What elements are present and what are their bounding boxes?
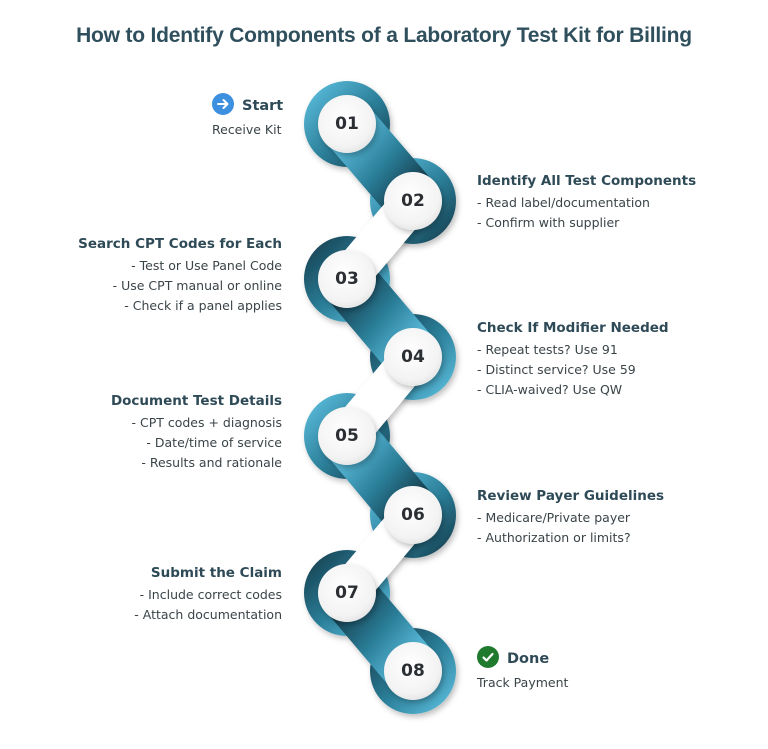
step-line: - Check if a panel applies bbox=[124, 298, 282, 313]
start-sub: Receive Kit bbox=[212, 122, 282, 137]
step-line: - Repeat tests? Use 91 bbox=[477, 342, 618, 357]
step-line: - Use CPT manual or online bbox=[112, 278, 282, 293]
step-heading: Document Test Details bbox=[110, 393, 282, 409]
step-line: - CPT codes + diagnosis bbox=[131, 415, 282, 430]
start-label-block: Start Receive Kit bbox=[212, 93, 284, 140]
step-node-05: 05 bbox=[335, 426, 359, 446]
step-heading: Search CPT Codes for Each bbox=[78, 236, 282, 252]
step-line: - Confirm with supplier bbox=[477, 215, 620, 230]
step-node-08: 08 bbox=[401, 661, 425, 681]
step-line: - Medicare/Private payer bbox=[477, 510, 631, 525]
step-line: - Date/time of service bbox=[146, 435, 282, 450]
step-heading: Check If Modifier Needed bbox=[477, 320, 669, 336]
step-05-text: Document Test Details - CPT codes + diag… bbox=[111, 393, 282, 473]
step-node-06: 06 bbox=[401, 505, 425, 525]
step-heading: Identify All Test Components bbox=[477, 173, 697, 189]
step-node-04: 04 bbox=[401, 347, 425, 367]
step-line: - Include correct codes bbox=[139, 587, 282, 602]
step-line: - Attach documentation bbox=[134, 607, 282, 622]
step-07-text: Submit the Claim - Include correct codes… bbox=[134, 565, 282, 625]
step-line: - Distinct service? Use 59 bbox=[477, 362, 636, 377]
step-node-01: 01 bbox=[335, 114, 359, 134]
step-03-text: Search CPT Codes for Each - Test or Use … bbox=[78, 236, 282, 316]
start-label: Start bbox=[242, 98, 284, 114]
step-node-02: 02 bbox=[401, 191, 425, 211]
check-icon bbox=[477, 646, 499, 668]
done-label-block: Done Track Payment bbox=[477, 646, 569, 693]
done-label: Done bbox=[507, 651, 550, 667]
step-node-03: 03 bbox=[335, 269, 359, 289]
step-04-text: Check If Modifier Needed - Repeat tests?… bbox=[477, 320, 669, 400]
step-line: - CLIA-waived? Use QW bbox=[477, 382, 623, 397]
done-sub: Track Payment bbox=[477, 675, 569, 690]
page-title: How to Identify Components of a Laborato… bbox=[76, 24, 692, 47]
step-node-07: 07 bbox=[335, 583, 359, 603]
step-line: - Read label/documentation bbox=[477, 195, 650, 210]
step-heading: Submit the Claim bbox=[150, 565, 282, 581]
arrow-right-icon bbox=[212, 93, 234, 115]
step-heading: Review Payer Guidelines bbox=[477, 488, 665, 504]
step-06-text: Review Payer Guidelines - Medicare/Priva… bbox=[477, 488, 664, 548]
step-line: - Results and rationale bbox=[141, 455, 282, 470]
step-02-text: Identify All Test Components - Read labe… bbox=[477, 173, 696, 233]
step-line: - Authorization or limits? bbox=[477, 530, 631, 545]
step-line: - Test or Use Panel Code bbox=[131, 258, 282, 273]
